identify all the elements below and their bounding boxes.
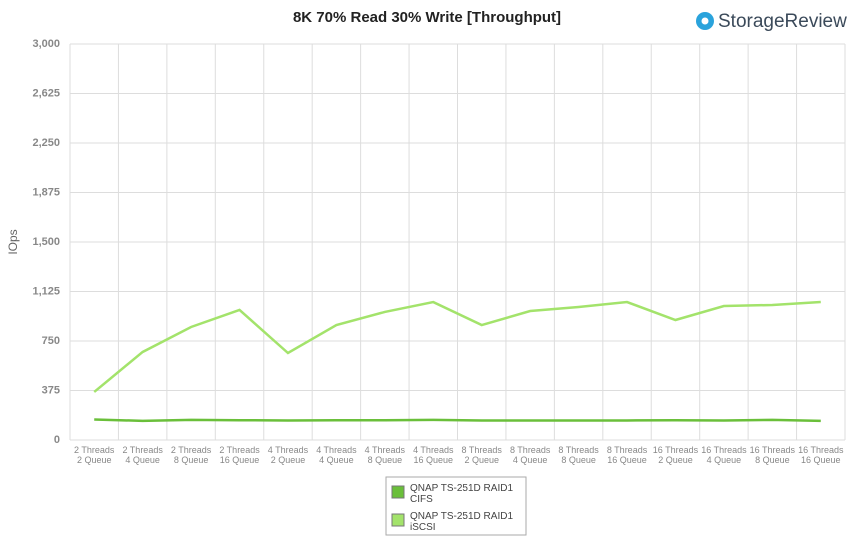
x-tick-label: 2 Threads 8 Queue (171, 445, 212, 465)
y-tick-label: 1,125 (32, 285, 60, 297)
x-tick-label: 4 Threads 2 Queue (268, 445, 309, 465)
line-series (94, 418, 821, 423)
logo: StorageReview (718, 11, 847, 32)
x-tick-label: 8 Threads 2 Queue (462, 445, 503, 465)
legend-swatch (391, 513, 405, 527)
x-tick-label: 16 Threads 8 Queue (750, 445, 796, 465)
y-tick-label: 3,000 (32, 38, 60, 50)
chart-title: 8K 70% Read 30% Write [Throughput] (293, 9, 561, 26)
x-tick-label: 16 Threads 4 Queue (701, 445, 747, 465)
legend-label: QNAP TS-251D RAID1 CIFS (410, 483, 513, 505)
y-tick-label: 1,500 (32, 236, 60, 248)
y-tick-label: 0 (54, 434, 60, 446)
x-tick-label: 8 Threads 4 Queue (510, 445, 551, 465)
y-tick-label: 750 (42, 335, 60, 347)
x-tick-label: 2 Threads 4 Queue (122, 445, 163, 465)
x-tick-label: 8 Threads 8 Queue (558, 445, 599, 465)
y-tick-label: 1,875 (32, 186, 60, 198)
x-tick-label: 4 Threads 16 Queue (413, 445, 454, 465)
x-tick-label: 4 Threads 4 Queue (316, 445, 357, 465)
y-tick-label: 2,625 (32, 87, 60, 99)
x-tick-label: 8 Threads 16 Queue (607, 445, 648, 465)
y-tick-label: 375 (42, 384, 60, 396)
x-tick-label: 2 Threads 2 Queue (74, 445, 115, 465)
legend-label: QNAP TS-251D RAID1 iSCSI (410, 511, 513, 533)
legend (385, 476, 527, 536)
x-tick-label: 16 Threads 2 Queue (653, 445, 699, 465)
x-tick-label: 16 Threads 16 Queue (798, 445, 844, 465)
y-tick-label: 2,250 (32, 137, 60, 149)
x-tick-label: 4 Threads 8 Queue (365, 445, 406, 465)
y-axis-label: IOps (6, 229, 20, 254)
line-series (93, 300, 821, 393)
x-tick-label: 2 Threads 16 Queue (219, 445, 260, 465)
logo-icon-dot (701, 17, 709, 25)
legend-swatch (391, 485, 405, 499)
